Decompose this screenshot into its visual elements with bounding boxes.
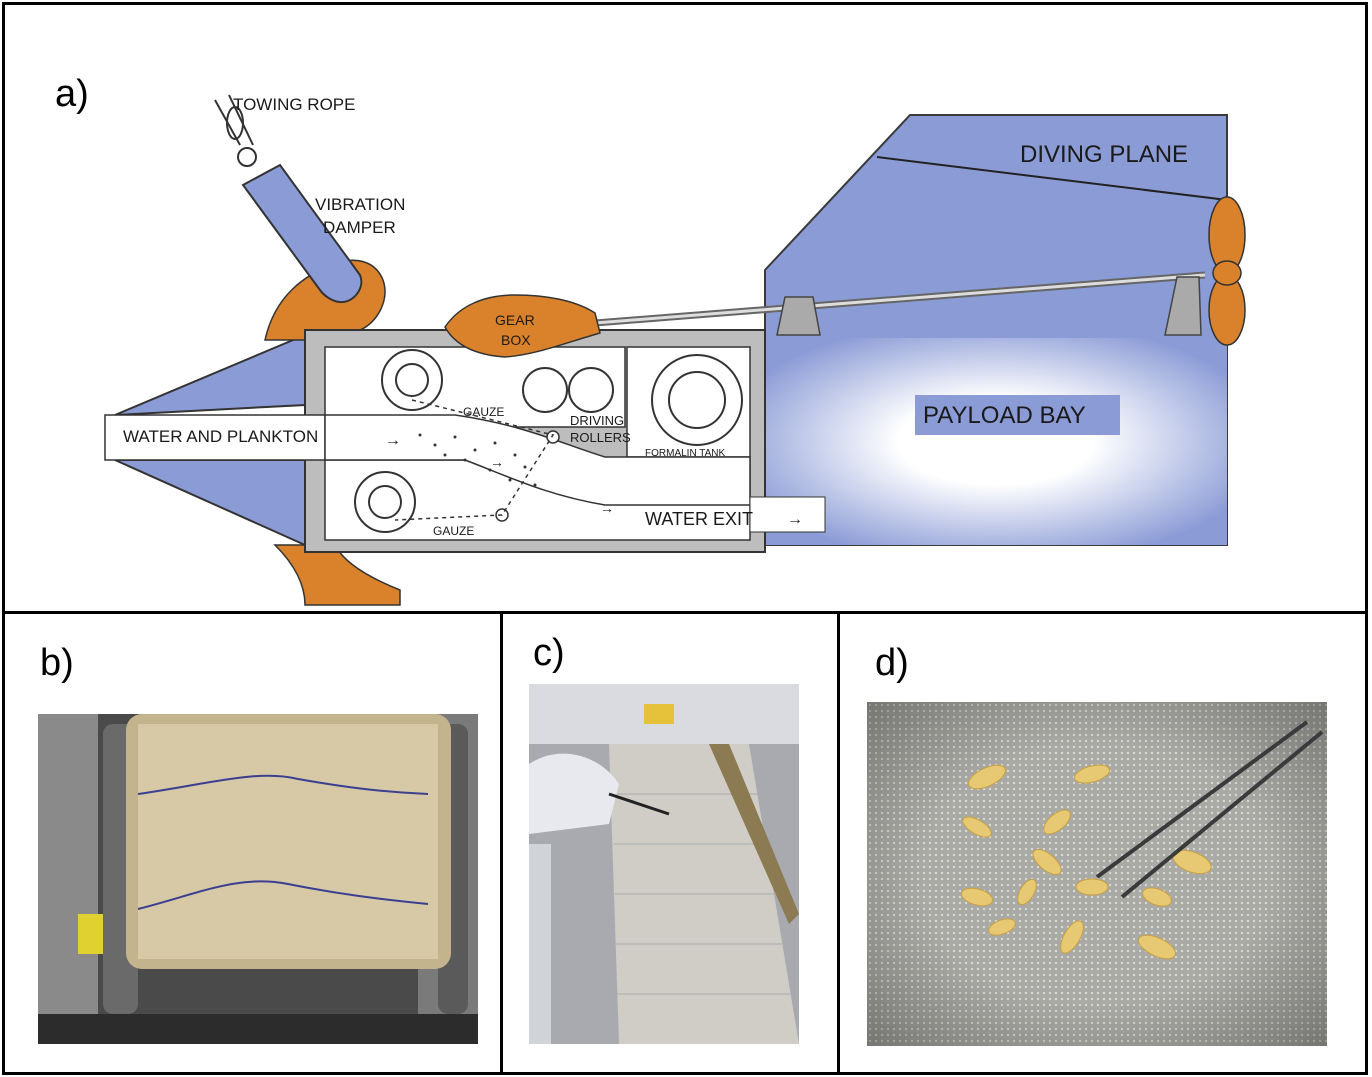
gauze-bottom-label: GAUZE [433,524,474,538]
panel-c-label: c) [533,632,565,674]
panel-a-cpr-diagram: a) PAYLOAD BAY DIVING PLANE [2,2,1368,614]
payload-bay-area [765,338,1227,545]
roller-photo [38,714,478,1044]
specimens-photo [867,702,1327,1046]
cutting-photo [529,684,799,1044]
gear-box [444,294,601,358]
box-label: BOX [501,332,531,348]
panel-d-photo-specimens: d) [837,611,1368,1075]
nose-cone-bottom [114,459,306,547]
svg-text:→: → [385,432,401,449]
panel-d-label: d) [875,642,909,684]
formalin-label: FORMALIN TANK [645,448,726,459]
driving-roller-1 [522,367,568,413]
svg-text:→: → [490,454,504,470]
vibration-damper [241,163,363,304]
diving-plane-label: DIVING PLANE [1020,141,1188,168]
payload-bay-label-bg [915,395,1120,435]
nose-cone-top [114,333,306,416]
vibration-label-1: VIBRATION [315,195,405,214]
rollers-label: ROLLERS [570,430,631,445]
svg-text:→: → [600,500,614,516]
driving-label: DRIVING [570,413,624,428]
vibration-label-2: DAMPER [323,218,396,237]
svg-text:→: → [787,511,803,528]
panel-a-label: a) [55,73,89,115]
towing-rope-label: TOWING ROPE [233,95,355,114]
gauze-top-label: GAUZE [463,405,504,419]
gauze-path [394,399,555,521]
payload-bay-label: PAYLOAD BAY [923,402,1086,429]
gear-label: GEAR [495,312,535,328]
water-exit-label: WATER EXIT [645,509,753,529]
panel-b-label: b) [40,642,74,684]
gloved-hand [529,753,619,834]
driving-roller-2 [568,367,614,413]
panel-b-photo-roller: b) [2,611,503,1075]
water-plankton-label: WATER AND PLANKTON [123,427,318,446]
cpr-diagram: PAYLOAD BAY DIVING PLANE TOWING ROPE VIB… [104,94,1246,606]
panel-c-photo-cutting: c) [500,611,840,1075]
bottom-fin [273,544,401,606]
